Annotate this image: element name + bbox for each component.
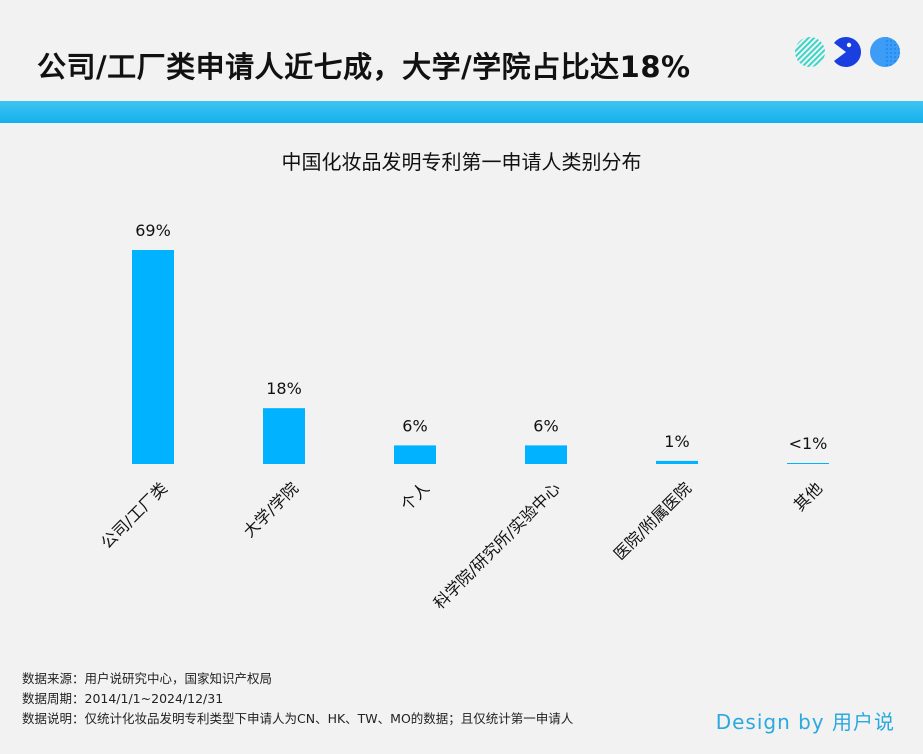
category-label-5: 医院/附属医院 [610,479,695,564]
note-source: 数据来源：用户说研究中心，国家知识产权局 [22,671,273,686]
footnotes: 数据来源：用户说研究中心，国家知识产权局 数据周期：2014/1/1~2024/… [22,669,573,729]
bar-5 [656,460,698,464]
brand-signature: Design by 用户说 [715,710,895,734]
header-band [0,101,923,123]
bar-1 [132,250,174,464]
category-label-2: 大学/学院 [239,479,302,542]
data-label-5: 1% [664,432,689,451]
bar-4 [525,445,567,464]
note-description: 数据说明：仅统计化妆品发明专利类型下申请人为CN、HK、TW、MO的数据；且仅统… [22,711,574,726]
bar-2 [263,408,305,464]
category-label-1: 公司/工厂类 [97,479,171,553]
chart-title: 中国化妆品发明专利第一申请人类别分布 [281,150,642,174]
headline: 公司/工厂类申请人近七成，大学/学院占比达18% [37,50,691,84]
data-label-4: 6% [533,416,558,435]
data-label-3: 6% [402,416,427,435]
category-label-3: 个人 [397,479,433,515]
data-label-2: 18% [266,379,302,398]
category-label-6: 其他 [790,479,826,515]
bar-6 [787,463,829,464]
brand-logo-icon [795,37,900,67]
note-period: 数据周期：2014/1/1~2024/12/31 [22,691,224,706]
data-label-6: <1% [789,434,828,453]
data-label-1: 69% [135,221,171,240]
category-label-4: 科学院/研究所/实验中心 [430,479,564,613]
bar-3 [394,445,436,464]
